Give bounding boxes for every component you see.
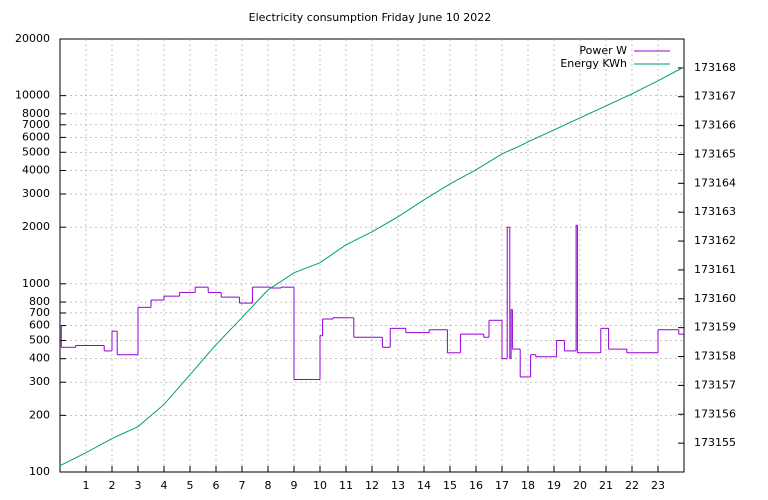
y2-tick-label: 173163	[694, 205, 736, 218]
x-tick-label: 20	[573, 479, 587, 492]
y2-tick-label: 173156	[694, 407, 736, 420]
x-tick-label: 4	[161, 479, 168, 492]
y-tick-label: 800	[29, 295, 50, 308]
y-tick-label: 400	[29, 352, 50, 365]
y2-tick-label: 173160	[694, 292, 736, 305]
y-tick-label: 100	[29, 465, 50, 478]
x-tick-label: 17	[495, 479, 509, 492]
y-tick-label: 10000	[15, 89, 50, 102]
x-tick-label: 15	[443, 479, 457, 492]
y-tick-label: 5000	[22, 145, 50, 158]
x-tick-label: 5	[187, 479, 194, 492]
x-tick-label: 12	[365, 479, 379, 492]
x-tick-label: 11	[339, 479, 353, 492]
x-tick-label: 7	[239, 479, 246, 492]
y2-tick-label: 173161	[694, 263, 736, 276]
x-tick-label: 18	[521, 479, 535, 492]
legend-label: Power W	[579, 44, 627, 57]
y2-tick-label: 173167	[694, 90, 736, 103]
x-tick-label: 21	[599, 479, 613, 492]
y-tick-label: 300	[29, 375, 50, 388]
legend-label: Energy KWh	[560, 57, 627, 70]
y-tick-label: 8000	[22, 107, 50, 120]
x-tick-label: 13	[391, 479, 405, 492]
y-tick-label: 1000	[22, 277, 50, 290]
y-tick-label: 2000	[22, 220, 50, 233]
y-tick-label: 200	[29, 408, 50, 421]
line	[59, 66, 685, 467]
y-tick-label: 4000	[22, 164, 50, 177]
x-tick-label: 2	[109, 479, 116, 492]
x-tick-label: 3	[135, 479, 142, 492]
y2-tick-label: 173164	[694, 176, 736, 189]
y2-tick-label: 173166	[694, 119, 736, 132]
y-tick-label: 20000	[15, 32, 50, 45]
x-tick-label: 10	[313, 479, 327, 492]
x-tick-label: 1	[83, 479, 90, 492]
y-tick-label: 3000	[22, 187, 50, 200]
y2-tick-label: 173155	[694, 436, 736, 449]
x-tick-label: 6	[213, 479, 220, 492]
y2-tick-label: 173158	[694, 350, 736, 363]
x-tick-label: 14	[417, 479, 431, 492]
x-tick-label: 9	[291, 479, 298, 492]
y2-tick-label: 173157	[694, 378, 736, 391]
x-tick-label: 8	[265, 479, 272, 492]
y-tick-label: 500	[29, 333, 50, 346]
y-tick-label: 7000	[22, 118, 50, 131]
chart-title: Electricity consumption Friday June 10 2…	[249, 11, 492, 24]
x-tick-label: 22	[625, 479, 639, 492]
y-tick-label: 6000	[22, 130, 50, 143]
y2-tick-label: 173165	[694, 147, 736, 160]
x-tick-label: 16	[469, 479, 483, 492]
y2-tick-label: 173159	[694, 321, 736, 334]
y-tick-label: 700	[29, 306, 50, 319]
y-tick-label: 600	[29, 319, 50, 332]
x-tick-label: 23	[651, 479, 665, 492]
y2-tick-label: 173162	[694, 234, 736, 247]
y2-tick-label: 173168	[694, 61, 736, 74]
x-tick-label: 19	[547, 479, 561, 492]
